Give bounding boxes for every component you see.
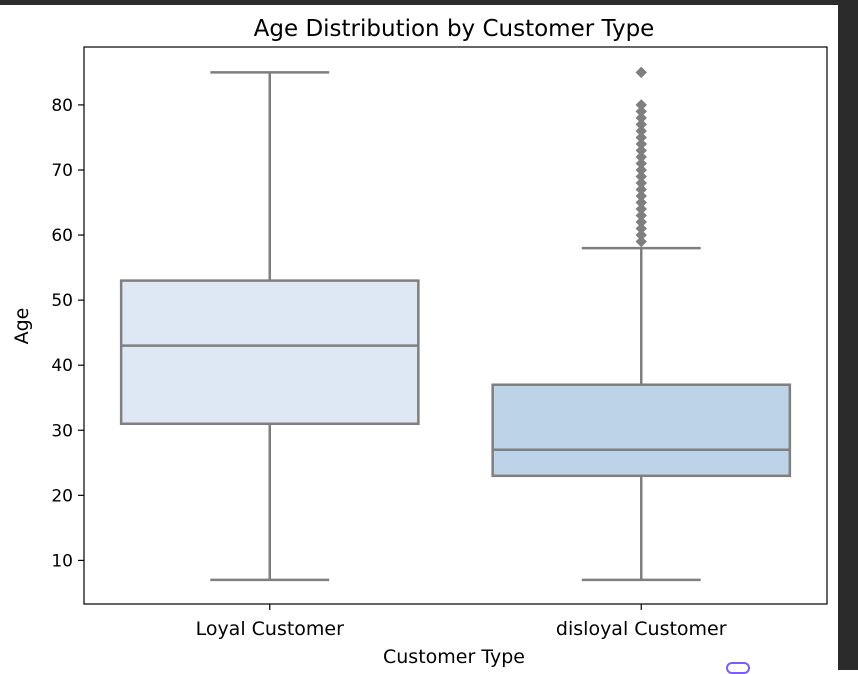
outlier-point <box>635 190 647 202</box>
y-tick-label: 80 <box>51 96 73 116</box>
y-tick-label: 10 <box>51 551 73 571</box>
y-tick-label: 20 <box>51 486 73 506</box>
outlier-point <box>635 222 647 235</box>
outlier-point <box>635 209 647 222</box>
y-tick-label: 40 <box>51 356 73 376</box>
outlier-point <box>635 203 647 215</box>
outlier-point <box>635 99 647 111</box>
y-tick-label: 70 <box>51 161 73 181</box>
outlier-point <box>635 235 647 248</box>
cursor-indicator-icon <box>726 662 750 674</box>
outlier-point <box>635 164 647 176</box>
outlier-point <box>635 196 647 209</box>
outlier-point <box>635 177 647 189</box>
y-tick-label: 50 <box>51 291 73 311</box>
x-tick-label: disloyal Customer <box>556 618 727 640</box>
outlier-point <box>635 157 647 170</box>
outlier-point <box>635 144 647 157</box>
outlier-point <box>635 112 647 124</box>
window-scrollbar[interactable] <box>838 0 858 670</box>
chart-title: Age Distribution by Customer Type <box>254 16 655 42</box>
outlier-point <box>635 118 647 131</box>
outlier-point <box>635 105 647 118</box>
outlier-point <box>635 151 647 163</box>
outlier-point <box>635 125 647 137</box>
x-axis-label: Customer Type <box>383 646 525 668</box>
y-tick-label: 30 <box>51 421 73 441</box>
y-axis-label: Age <box>11 308 33 345</box>
outlier-point <box>635 170 647 183</box>
y-tick-label: 60 <box>51 226 73 246</box>
x-tick-label: Loyal Customer <box>196 618 345 640</box>
outlier-point <box>635 183 647 196</box>
iqr-box <box>491 383 792 478</box>
outlier-point <box>635 66 647 79</box>
window-top-bar <box>0 0 858 5</box>
outlier-point <box>635 216 647 228</box>
plot-frame <box>83 46 828 605</box>
outlier-point <box>635 229 647 241</box>
outlier-point <box>635 131 647 144</box>
box-plot-chart: Age Distribution by Customer Type 10 20 30… <box>11 16 828 668</box>
outlier-point <box>635 138 647 150</box>
iqr-box <box>119 279 420 426</box>
